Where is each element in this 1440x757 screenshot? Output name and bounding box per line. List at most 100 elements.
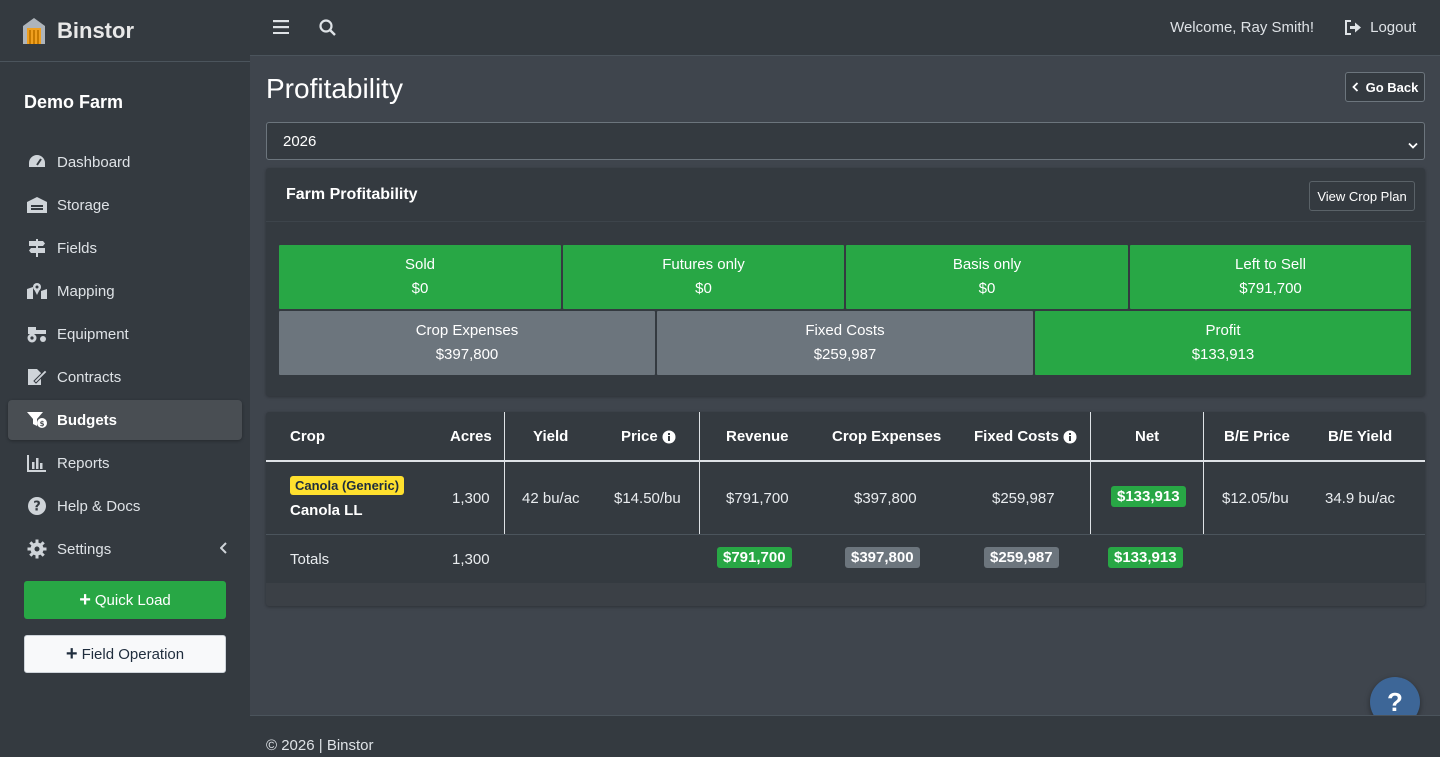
header-crop: Crop (290, 428, 325, 445)
sidebar-item-label: Reports (57, 454, 110, 472)
signpost-icon (26, 238, 48, 258)
go-back-label: Go Back (1365, 79, 1419, 95)
totals-revenue-badge: $791,700 (717, 547, 792, 568)
sidebar-item-label: Settings (57, 540, 112, 558)
tile-label: Fixed Costs (805, 322, 885, 339)
sidebar-item-help-docs[interactable]: ? Help & Docs (8, 486, 242, 526)
sidebar-item-mapping[interactable]: Mapping (8, 271, 242, 311)
header-acres: Acres (450, 428, 492, 445)
cell-fixed-costs: $259,987 (992, 490, 1055, 507)
sidebar-item-equipment[interactable]: Equipment (8, 314, 242, 354)
search-icon[interactable] (319, 19, 336, 41)
sidebar-item-reports[interactable]: Reports (8, 443, 242, 483)
info-circle-icon[interactable] (1063, 430, 1077, 444)
header-crop-expenses: Crop Expenses (832, 428, 942, 445)
header-be-price: B/E Price (1224, 428, 1290, 445)
cell-crop-expenses: $397,800 (854, 490, 917, 507)
tile-fixed-costs: Fixed Costs $259,987 (657, 311, 1033, 375)
totals-crop-expenses-badge: $397,800 (845, 547, 920, 568)
page-footer: © 2026 | Binstor (250, 715, 1440, 757)
sidebar-item-label: Storage (57, 196, 110, 214)
tile-label: Left to Sell (1235, 256, 1306, 273)
tile-label: Crop Expenses (415, 322, 519, 339)
card-header: Farm Profitability View Crop Plan (266, 168, 1425, 222)
tile-crop-expenses: Crop Expenses $397,800 (279, 311, 655, 375)
header-yield: Yield (533, 428, 569, 445)
tractor-icon (26, 324, 48, 344)
sidebar-item-label: Contracts (57, 368, 122, 386)
chevron-down-icon (1408, 137, 1418, 154)
chevron-left-icon[interactable] (219, 541, 228, 558)
top-navbar: Welcome, Ray Smith! Logout (250, 0, 1440, 56)
field-operation-label: Field Operation (81, 645, 185, 663)
cell-price: $14.50/bu (614, 490, 681, 507)
cell-be-price: $12.05/bu (1222, 490, 1289, 507)
welcome-text: Welcome, Ray Smith! (1170, 19, 1314, 36)
tile-value: $259,987 (813, 346, 877, 363)
crop-type-badge: Canola (Generic) (290, 476, 405, 495)
farm-name: Demo Farm (24, 92, 124, 112)
tile-value: $133,913 (1191, 346, 1255, 363)
sidebar-item-label: Equipment (57, 325, 129, 343)
sidebar-item-settings[interactable]: Settings (8, 529, 242, 569)
brand-link[interactable]: Binstor (0, 0, 250, 62)
quick-load-button[interactable]: + Quick Load (24, 581, 226, 619)
tachometer-icon (26, 152, 48, 172)
tile-value: $397,800 (435, 346, 499, 363)
sidebar-item-label: Mapping (57, 282, 115, 300)
sidebar-item-label: Help & Docs (57, 497, 141, 515)
hamburger-menu-icon[interactable] (273, 20, 289, 39)
tile-value: $791,700 (1239, 280, 1302, 297)
sidebar-item-fields[interactable]: Fields (8, 228, 242, 268)
tile-value: $0 (978, 280, 996, 297)
tile-sold: Sold $0 (279, 245, 561, 309)
svg-text:?: ? (33, 500, 41, 515)
tile-profit: Profit $133,913 (1035, 311, 1411, 375)
cell-revenue: $791,700 (726, 490, 789, 507)
file-signature-icon (26, 367, 48, 387)
header-divider (266, 460, 1425, 462)
go-back-button[interactable]: Go Back (1345, 72, 1425, 102)
totals-net-badge: $133,913 (1108, 547, 1183, 568)
chevron-left-icon (1351, 82, 1358, 92)
column-divider (504, 412, 505, 534)
column-divider (699, 412, 700, 534)
sidebar-nav: Dashboard Storage Fields Mapping Equipme… (0, 142, 250, 569)
tile-value: $0 (411, 280, 429, 297)
header-price-label: Price (621, 428, 658, 445)
sidebar-item-label: Budgets (57, 411, 117, 429)
year-select-value: 2026 (283, 132, 317, 150)
cell-be-yield: 34.9 bu/ac (1325, 490, 1396, 507)
row-divider (266, 534, 1425, 535)
question-circle-icon: ? (26, 496, 48, 516)
sidebar: Binstor Demo Farm Dashboard Storage Fiel… (0, 0, 250, 757)
year-select[interactable]: 2026 (266, 122, 1425, 160)
info-circle-icon[interactable] (662, 430, 676, 444)
totals-fixed-costs-badge: $259,987 (984, 547, 1059, 568)
tile-basis-only: Basis only $0 (846, 245, 1128, 309)
tile-futures-only: Futures only $0 (563, 245, 844, 309)
gear-icon (26, 539, 48, 559)
sidebar-item-budgets[interactable]: $ Budgets (8, 400, 242, 440)
tile-label: Futures only (662, 256, 745, 273)
page-title: Profitability (266, 73, 403, 104)
sidebar-item-storage[interactable]: Storage (8, 185, 242, 225)
header-net: Net (1135, 428, 1160, 445)
cell-acres: 1,300 (452, 490, 490, 507)
quick-load-label: Quick Load (94, 591, 171, 609)
tile-label: Sold (404, 256, 436, 273)
main-content: Profitability Go Back 2026 Farm Profitab… (250, 56, 1440, 715)
view-crop-plan-button[interactable]: View Crop Plan (1309, 181, 1415, 211)
plus-icon: + (79, 589, 91, 611)
tile-label: Basis only (952, 256, 1022, 273)
brand-name: Binstor (57, 17, 134, 43)
sidebar-item-label: Fields (57, 239, 98, 257)
sidebar-item-dashboard[interactable]: Dashboard (8, 142, 242, 182)
logout-link[interactable]: Logout (1345, 19, 1416, 36)
tile-left-to-sell: Left to Sell $791,700 (1130, 245, 1411, 309)
tile-label: Profit (1205, 322, 1241, 339)
header-price: Price (621, 428, 676, 445)
sidebar-item-contracts[interactable]: Contracts (8, 357, 242, 397)
column-divider (1203, 412, 1204, 534)
field-operation-button[interactable]: + Field Operation (24, 635, 226, 673)
